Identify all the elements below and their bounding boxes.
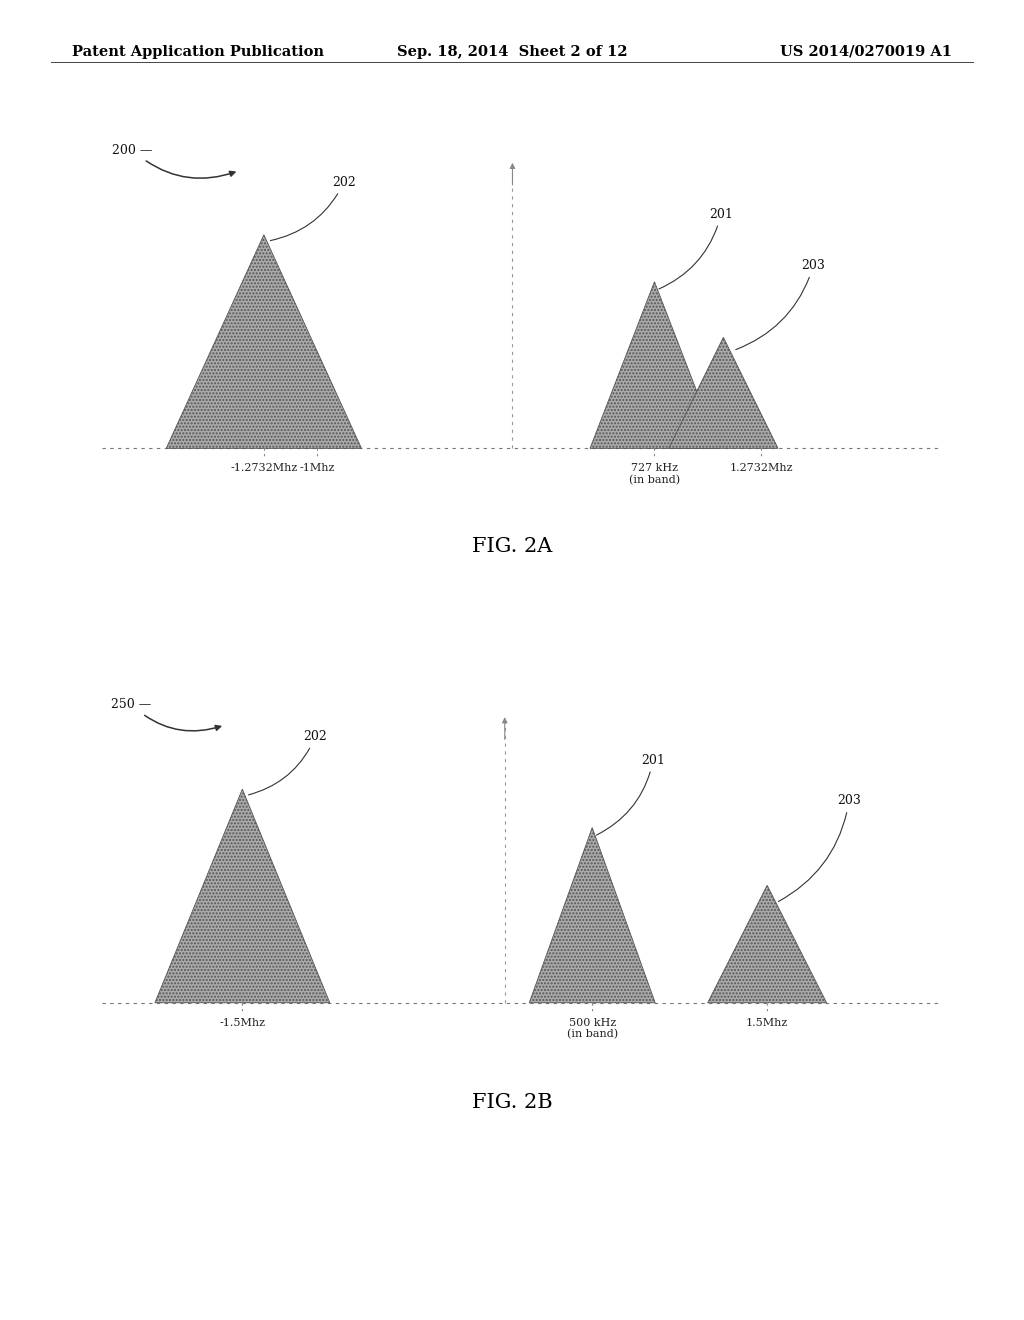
Text: 203: 203 — [735, 259, 825, 350]
Text: 200 —: 200 — — [113, 144, 234, 178]
Text: 1.2732Mhz: 1.2732Mhz — [729, 463, 793, 474]
Text: FIG. 2A: FIG. 2A — [472, 537, 552, 556]
Polygon shape — [708, 886, 826, 1003]
Text: -1.5Mhz: -1.5Mhz — [219, 1018, 265, 1028]
Text: -1Mhz: -1Mhz — [299, 463, 335, 474]
Text: 201: 201 — [658, 207, 733, 289]
Text: FIG. 2B: FIG. 2B — [472, 1093, 552, 1111]
Text: 250 —: 250 — — [112, 698, 220, 731]
Text: 727 kHz
(in band): 727 kHz (in band) — [629, 463, 680, 486]
Text: 202: 202 — [270, 176, 356, 240]
Polygon shape — [155, 789, 330, 1003]
Text: 203: 203 — [778, 795, 861, 902]
Text: Sep. 18, 2014  Sheet 2 of 12: Sep. 18, 2014 Sheet 2 of 12 — [396, 45, 628, 59]
Text: 500 kHz
(in band): 500 kHz (in band) — [566, 1018, 617, 1040]
Text: 201: 201 — [596, 754, 665, 836]
Text: US 2014/0270019 A1: US 2014/0270019 A1 — [780, 45, 952, 59]
Polygon shape — [669, 338, 778, 449]
Polygon shape — [590, 281, 719, 449]
Text: -1.2732Mhz: -1.2732Mhz — [230, 463, 298, 474]
Polygon shape — [166, 235, 361, 449]
Text: 1.5Mhz: 1.5Mhz — [746, 1018, 788, 1028]
Polygon shape — [529, 828, 655, 1003]
Text: Patent Application Publication: Patent Application Publication — [72, 45, 324, 59]
Text: 202: 202 — [249, 730, 328, 795]
